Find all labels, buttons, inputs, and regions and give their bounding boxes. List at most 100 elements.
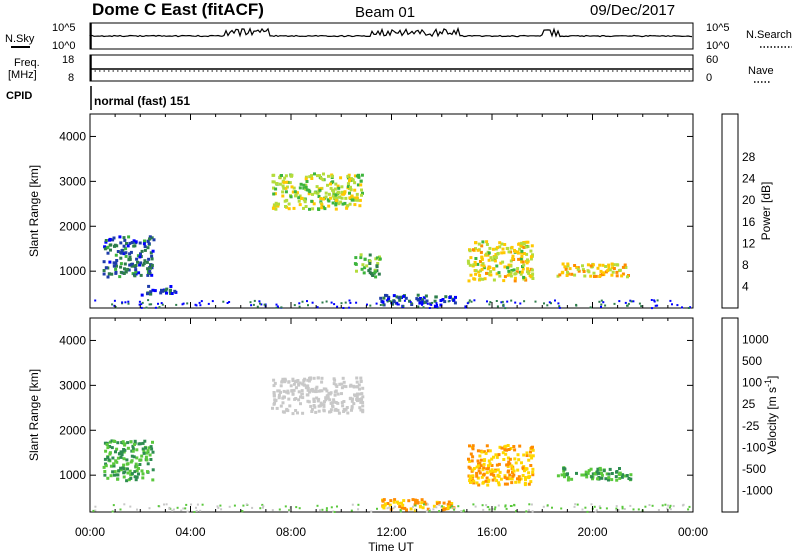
data-cell (568, 267, 572, 271)
data-cell (612, 267, 616, 270)
ground-scatter-cell (200, 300, 203, 303)
data-cell (497, 462, 501, 466)
data-cell (278, 175, 282, 179)
data-cell (315, 185, 319, 189)
data-cell (108, 260, 112, 264)
data-cell (527, 482, 531, 486)
data-cell (434, 295, 438, 299)
data-cell (312, 404, 316, 407)
ground-scatter-cell (111, 510, 114, 513)
data-cell (581, 268, 585, 272)
data-cell (114, 270, 118, 274)
ground-scatter-cell (462, 510, 465, 513)
ground-scatter-cell (509, 505, 512, 507)
data-cell (112, 462, 116, 466)
data-cell (611, 270, 615, 274)
data-cell (353, 198, 357, 202)
ground-scatter-cell (242, 504, 245, 507)
data-cell (350, 405, 354, 409)
data-cell (300, 392, 304, 396)
data-cell (361, 401, 365, 404)
data-cell (272, 384, 276, 388)
velocity-colorbar: 1000 500 100 25 -25 -100 -500 -1000 (721, 317, 773, 513)
data-cell (416, 298, 420, 301)
data-cell (296, 411, 299, 415)
data-cell (516, 453, 520, 457)
data-cell (292, 388, 296, 392)
data-cell (350, 399, 354, 403)
data-cell (501, 451, 505, 455)
nave-tick-top: 60 (706, 54, 718, 66)
data-cell (621, 473, 625, 477)
data-cell (508, 462, 512, 466)
data-cell (151, 288, 155, 292)
ground-scatter-cell (676, 304, 679, 307)
data-cell (282, 180, 286, 184)
data-cell (519, 272, 523, 276)
data-cell (312, 376, 316, 380)
data-cell (141, 441, 145, 445)
colorbar-tick-label: 24 (742, 172, 756, 186)
data-cell (123, 267, 126, 271)
ground-scatter-cell (376, 507, 378, 510)
data-cell (306, 378, 310, 382)
colorbar-tick-label: -100 (742, 440, 766, 454)
data-cell (324, 195, 328, 199)
data-cell (472, 467, 476, 470)
ground-scatter-cell (288, 509, 290, 512)
data-cell (299, 395, 302, 399)
data-cell (530, 456, 534, 460)
data-cell (527, 458, 531, 462)
ground-scatter-cell (528, 503, 531, 506)
data-cell (291, 190, 295, 194)
data-cell (113, 244, 116, 248)
freq-trace (90, 55, 693, 81)
data-cell (355, 269, 358, 273)
ground-scatter-cell (201, 503, 204, 506)
data-cell (517, 257, 521, 261)
data-cell (311, 388, 315, 392)
data-cell (420, 498, 424, 502)
data-cell (285, 390, 289, 394)
data-cell (147, 446, 151, 450)
data-cell (320, 203, 324, 207)
data-cell (123, 262, 127, 266)
data-cell (378, 255, 381, 259)
data-cell (520, 251, 524, 255)
data-cell (294, 397, 298, 400)
data-cell (103, 247, 107, 251)
data-cell (334, 199, 338, 202)
data-cell (359, 376, 363, 380)
data-cell (495, 264, 499, 268)
data-cell (503, 475, 507, 479)
data-cell (332, 377, 336, 381)
ground-scatter-cell (593, 505, 596, 508)
data-cell (593, 472, 597, 476)
data-cell (129, 476, 133, 480)
ground-scatter-cell (550, 302, 552, 305)
data-cell (332, 400, 336, 404)
data-cell (452, 298, 456, 302)
ground-scatter-cell (598, 300, 601, 303)
ground-scatter-cell (417, 305, 420, 308)
data-cell (432, 504, 436, 508)
data-cell (374, 257, 378, 261)
data-cell (317, 208, 321, 211)
data-cell (509, 250, 513, 254)
data-cell (106, 456, 110, 459)
ground-scatter-cell (185, 503, 188, 506)
data-cell (283, 176, 287, 180)
data-cell (526, 240, 530, 244)
data-cell (327, 192, 331, 196)
freq-tick-bottom: 8 (68, 72, 74, 84)
data-cell (392, 500, 396, 504)
data-cell (604, 477, 608, 481)
data-cell (564, 267, 568, 271)
data-cell (118, 235, 122, 239)
ground-scatter-cell (330, 301, 333, 304)
data-cell (276, 204, 280, 208)
data-cell (351, 196, 355, 200)
ground-scatter-cell (627, 302, 630, 305)
data-cell (281, 190, 285, 194)
data-cell (513, 279, 517, 283)
